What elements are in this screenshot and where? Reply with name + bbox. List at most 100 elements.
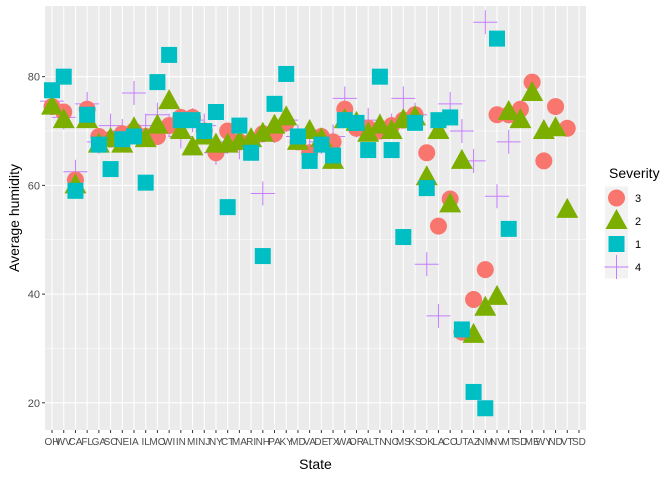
point-severity-1 bbox=[360, 142, 377, 159]
point-severity-1 bbox=[301, 152, 318, 169]
x-tick-label: TX bbox=[327, 437, 340, 448]
point-severity-1 bbox=[500, 220, 517, 237]
x-tick-label: FL bbox=[81, 437, 93, 448]
point-severity-4 bbox=[414, 252, 439, 277]
point-severity-1 bbox=[442, 109, 459, 126]
point-severity-3 bbox=[465, 291, 483, 309]
point-severity-1 bbox=[266, 95, 283, 112]
point-severity-1 bbox=[489, 30, 506, 47]
legend-label: 4 bbox=[635, 262, 641, 274]
point-severity-1 bbox=[348, 114, 365, 131]
y-tick-label: 20 bbox=[28, 398, 40, 410]
point-severity-1 bbox=[44, 82, 61, 99]
point-severity-1 bbox=[254, 248, 271, 265]
x-tick-label: WY bbox=[536, 437, 552, 448]
legend-key-4 bbox=[604, 255, 629, 279]
point-severity-4 bbox=[496, 129, 521, 154]
x-tick-label: WI bbox=[163, 437, 175, 448]
point-severity-1 bbox=[231, 117, 248, 134]
x-tick-label: NY bbox=[209, 437, 223, 448]
point-severity-1 bbox=[453, 321, 470, 338]
point-severity-2 bbox=[251, 121, 274, 142]
x-tick-label: MS bbox=[396, 437, 411, 448]
x-tick-label: DE bbox=[314, 437, 328, 448]
x-tick-label: KY bbox=[280, 437, 294, 448]
x-tick-label: NJ bbox=[198, 437, 210, 448]
point-severity-1 bbox=[196, 123, 213, 140]
point-severity-1 bbox=[371, 68, 388, 85]
point-severity-3 bbox=[418, 144, 436, 162]
point-severity-3 bbox=[429, 217, 447, 235]
y-tick-label: 40 bbox=[28, 289, 40, 301]
point-severity-2 bbox=[263, 113, 286, 134]
point-severity-1 bbox=[465, 383, 482, 400]
point-severity-1 bbox=[278, 65, 295, 82]
point-severity-1 bbox=[219, 199, 236, 216]
x-tick-label: TN bbox=[373, 437, 386, 448]
x-tick-label: PA bbox=[268, 437, 281, 448]
point-severity-1 bbox=[325, 147, 342, 164]
x-tick-label: IL bbox=[142, 437, 151, 448]
point-severity-2 bbox=[439, 192, 462, 213]
points-layer bbox=[40, 10, 579, 417]
point-severity-2 bbox=[368, 113, 391, 134]
point-severity-1 bbox=[137, 174, 154, 191]
point-severity-3 bbox=[476, 261, 494, 279]
x-tick-label: CT bbox=[221, 437, 234, 448]
x-tick-label: NV bbox=[490, 437, 504, 448]
point-severity-2 bbox=[357, 121, 380, 142]
point-severity-4 bbox=[426, 303, 451, 328]
x-tick-label: AL bbox=[362, 437, 375, 448]
point-severity-3 bbox=[535, 152, 553, 170]
x-tick-label: IA bbox=[129, 437, 139, 448]
point-severity-4 bbox=[449, 119, 474, 144]
x-tick-label: OH bbox=[45, 437, 60, 448]
point-severity-4 bbox=[485, 184, 510, 209]
x-tick-label: VT bbox=[561, 437, 574, 448]
point-severity-1 bbox=[149, 74, 166, 91]
y-axis-title: Average humidity bbox=[6, 164, 22, 272]
point-severity-1 bbox=[79, 106, 96, 123]
point-severity-2 bbox=[427, 119, 450, 140]
x-tick-label: MO bbox=[149, 437, 165, 448]
point-severity-2 bbox=[275, 105, 298, 126]
x-tick-label: NH bbox=[256, 437, 270, 448]
point-severity-2 bbox=[497, 100, 520, 120]
point-severity-2 bbox=[181, 135, 204, 156]
point-severity-4 bbox=[391, 86, 416, 111]
x-tick-label: ME bbox=[525, 437, 540, 448]
point-severity-1 bbox=[477, 400, 494, 417]
x-tick-label: VA bbox=[303, 437, 316, 448]
legend: Severity 3 2 1 4 bbox=[604, 165, 660, 279]
point-severity-4 bbox=[473, 10, 498, 35]
point-severity-1 bbox=[383, 142, 400, 159]
point-severity-1 bbox=[207, 104, 224, 120]
x-tick-label: CA bbox=[68, 437, 82, 448]
x-tick-label: NE bbox=[115, 437, 129, 448]
legend-key-2 bbox=[605, 209, 628, 229]
x-tick-label: NC bbox=[384, 437, 398, 448]
y-tick-label: 60 bbox=[28, 180, 40, 192]
legend-title: Severity bbox=[609, 165, 660, 181]
point-severity-1 bbox=[102, 161, 119, 178]
legend-key-1 bbox=[608, 236, 625, 252]
point-severity-1 bbox=[125, 128, 142, 145]
point-severity-1 bbox=[289, 128, 306, 145]
x-tick-label: SD bbox=[572, 437, 586, 448]
point-severity-2 bbox=[544, 116, 567, 137]
point-severity-1 bbox=[161, 46, 178, 63]
x-tick-label: WV bbox=[56, 437, 72, 448]
y-tick-label: 80 bbox=[28, 72, 40, 84]
legend-label: 2 bbox=[635, 216, 641, 228]
x-tick-label: CO bbox=[443, 437, 458, 448]
point-severity-2 bbox=[240, 127, 263, 148]
point-severity-1 bbox=[67, 182, 84, 199]
x-tick-label: KS bbox=[408, 437, 422, 448]
x-tick-label: OK bbox=[420, 437, 435, 448]
x-tick-label: ND bbox=[548, 437, 562, 448]
point-severity-1 bbox=[243, 144, 260, 161]
x-tick-label: GA bbox=[92, 437, 107, 448]
x-tick-label: MI bbox=[187, 437, 198, 448]
x-axis-title: State bbox=[299, 456, 332, 472]
